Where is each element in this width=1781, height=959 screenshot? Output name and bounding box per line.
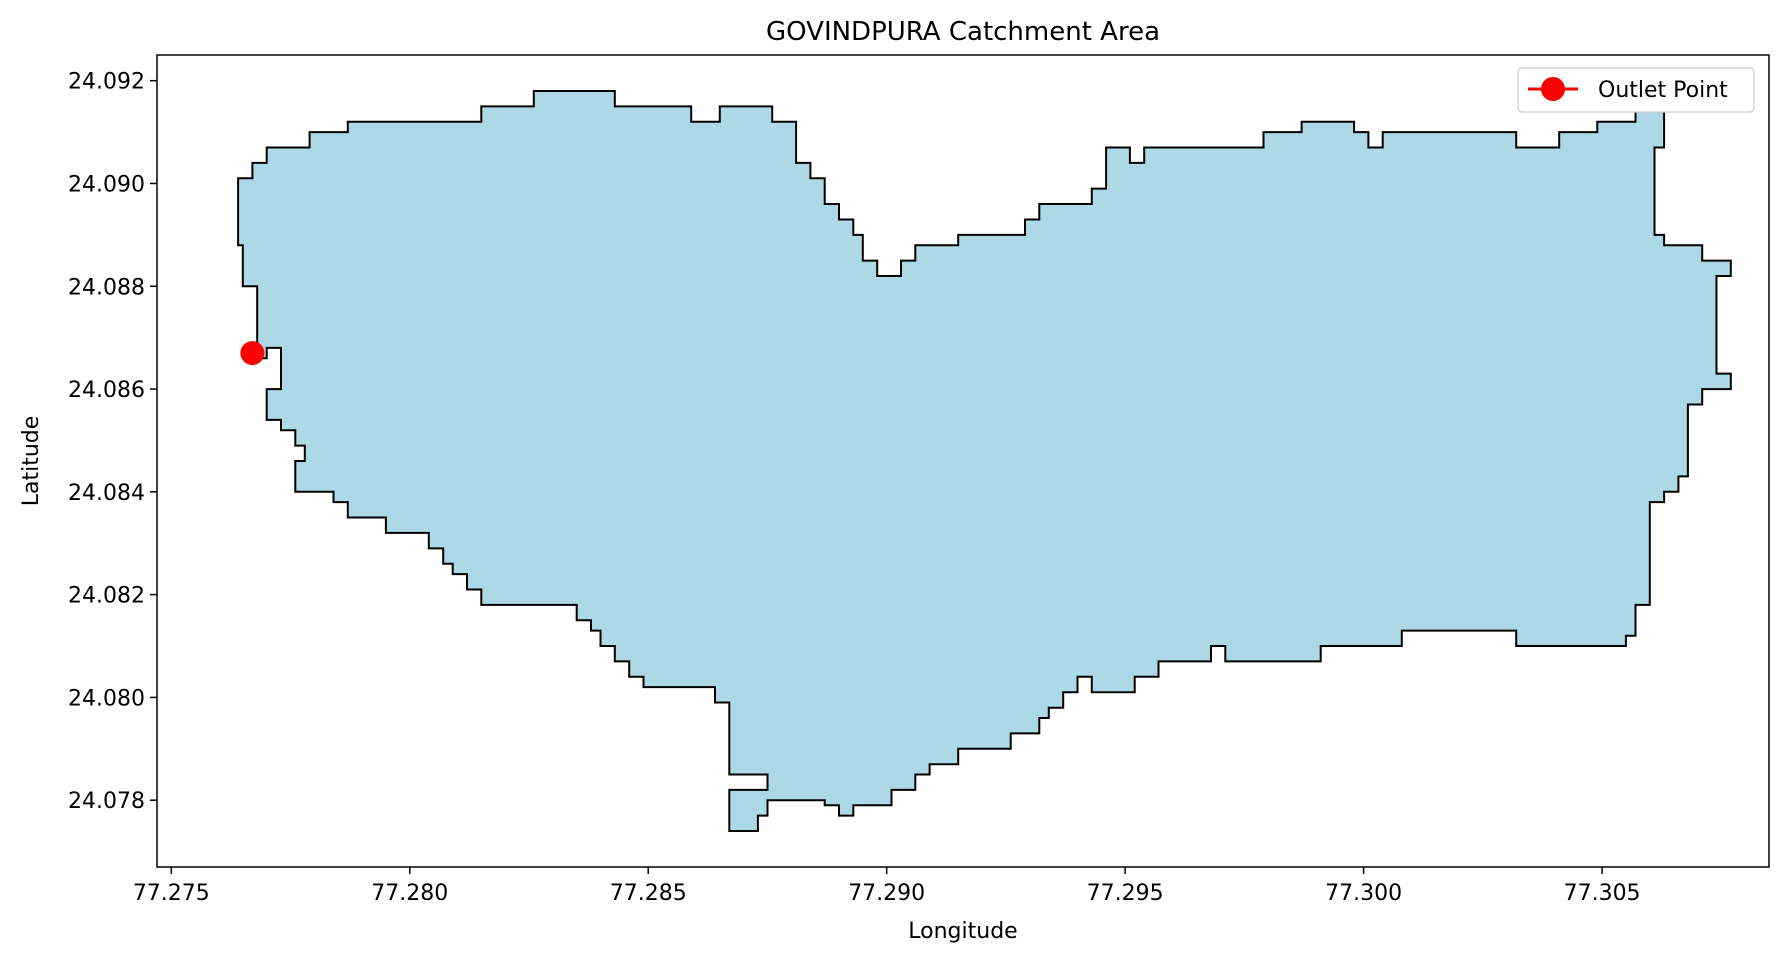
outlet-point-marker	[240, 341, 265, 366]
x-tick-label: 77.300	[1325, 881, 1402, 906]
y-tick-label: 24.088	[68, 275, 145, 300]
axes-frame	[156, 54, 1770, 868]
legend-frame	[1517, 67, 1755, 113]
y-tick-label: 24.078	[68, 789, 145, 814]
catchment-polygon	[237, 90, 1732, 832]
y-tick-label: 24.084	[68, 481, 145, 506]
legend-entry-outlet-point: Outlet Point	[1598, 78, 1728, 103]
y-tick-label: 24.092	[68, 70, 145, 95]
x-tick-label: 77.295	[1087, 881, 1164, 906]
plot-area	[156, 54, 1770, 868]
x-tick-label: 77.280	[371, 881, 448, 906]
x-tick-label: 77.290	[848, 881, 925, 906]
polygon-layer	[237, 90, 1732, 832]
x-tick-label: 77.305	[1564, 881, 1641, 906]
x-axis-ticks: 77.275 77.280 77.285 77.290 77.295 77.300 77.3…	[133, 867, 1641, 906]
legend-point-marker	[1541, 77, 1565, 101]
points-layer	[240, 341, 265, 366]
y-axis-ticks: 24.078 24.080 24.082 24.084 24.086 24.088 24.0…	[68, 70, 157, 814]
x-tick-label: 77.285	[610, 881, 687, 906]
y-tick-label: 24.080	[68, 686, 145, 711]
legend: Outlet Point	[1517, 67, 1755, 113]
y-axis-label: Latitude	[19, 416, 44, 507]
y-tick-label: 24.082	[68, 584, 145, 609]
y-tick-label: 24.086	[68, 378, 145, 403]
y-tick-label: 24.090	[68, 172, 145, 197]
chart-title: GOVINDPURA Catchment Area	[766, 17, 1160, 47]
x-axis-label: Longitude	[908, 919, 1017, 944]
x-tick-label: 77.275	[133, 881, 210, 906]
